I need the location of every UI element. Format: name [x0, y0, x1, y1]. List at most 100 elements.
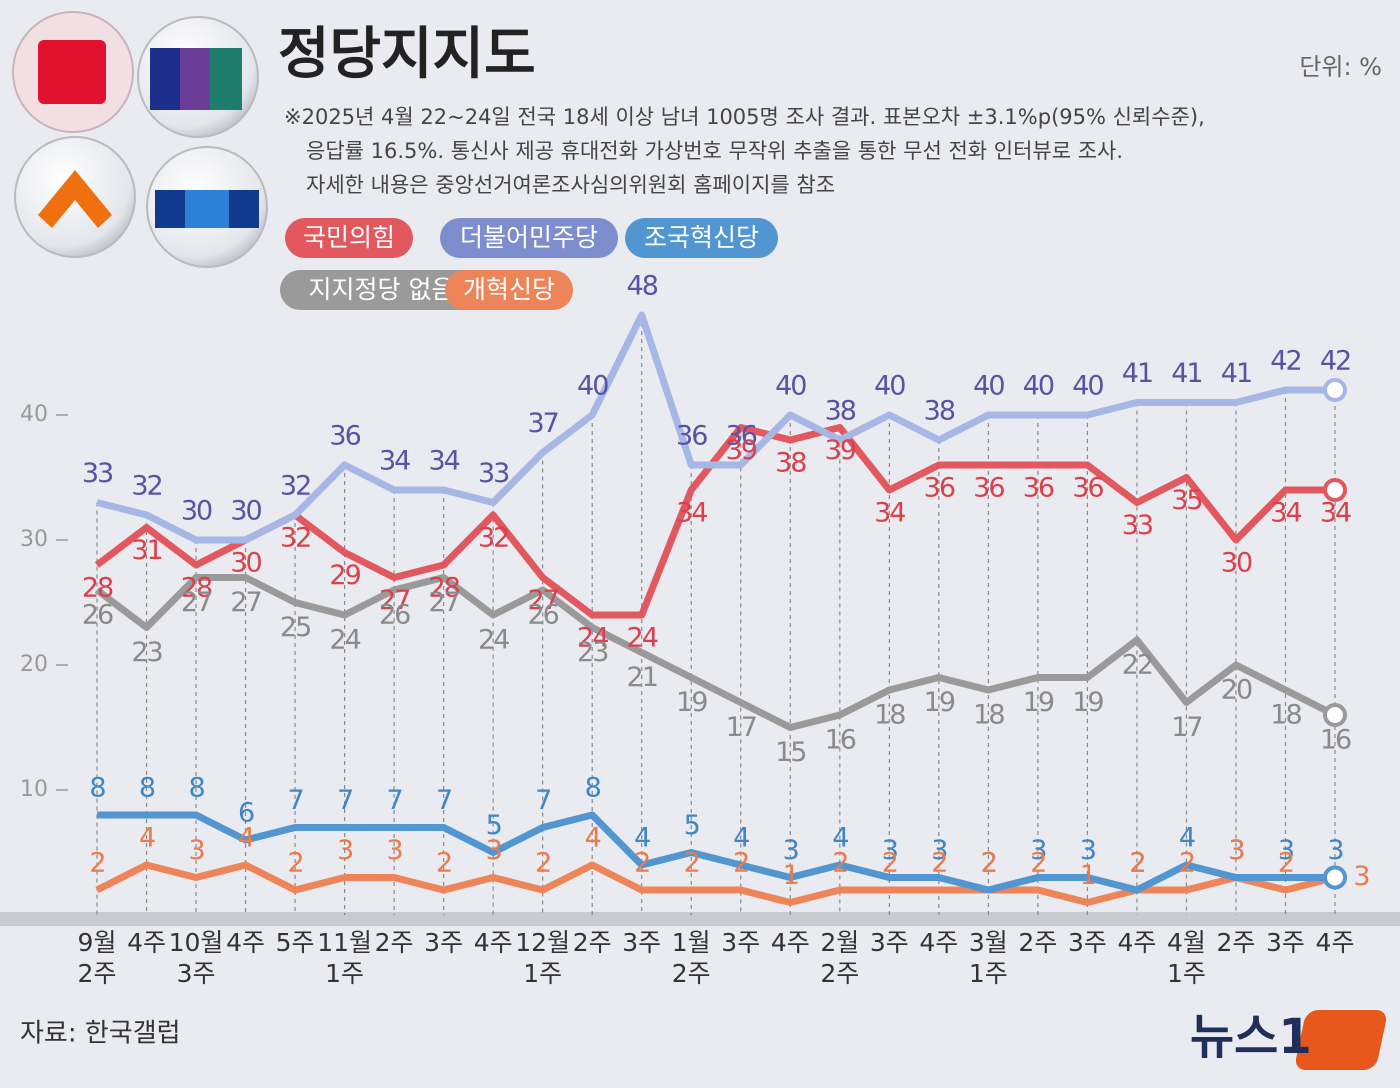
- x-tick-label: 11월: [317, 928, 372, 957]
- data-label: 3: [783, 835, 799, 866]
- data-label: 2: [1278, 848, 1293, 879]
- x-tick-label: 10월: [169, 928, 224, 957]
- data-label: 3: [1030, 835, 1046, 866]
- data-label: 31: [131, 535, 161, 566]
- data-label: 2: [89, 848, 104, 879]
- x-tick-label: 3주: [721, 928, 760, 957]
- legend-swatch: [625, 218, 778, 258]
- chart-title: 정당지지도: [278, 22, 536, 87]
- data-label: 27: [230, 587, 260, 618]
- end-marker: [1323, 378, 1347, 402]
- y-tick-label: 20: [20, 652, 48, 677]
- data-label: 34: [874, 498, 905, 529]
- note: ※2025년 4월 22~24일 전국 18세 이상 남녀 1005명 조사 결…: [284, 105, 1205, 129]
- x-tick-label: 4월: [1167, 928, 1206, 957]
- data-label: 30: [181, 496, 212, 527]
- data-label: 3: [337, 835, 353, 866]
- data-label: 40: [874, 371, 905, 402]
- data-label: 28: [181, 573, 212, 604]
- data-label: 2: [733, 848, 748, 879]
- legend-swatch: [445, 270, 573, 310]
- data-label: 17: [1171, 712, 1201, 743]
- data-label: 32: [280, 523, 310, 554]
- data-label: 2: [287, 848, 302, 879]
- data-label: 19: [676, 687, 707, 718]
- data-label: 24: [478, 625, 509, 656]
- baseline-band: [0, 912, 1400, 926]
- data-label: 37: [528, 408, 558, 439]
- x-tick-label: 4주: [919, 928, 958, 957]
- data-label: 4: [139, 823, 155, 854]
- data-label: 36: [726, 421, 757, 452]
- data-label: 36: [329, 421, 360, 452]
- x-tick-label: 4주: [226, 928, 265, 957]
- data-label: 2: [1129, 848, 1144, 879]
- data-label: 36: [676, 421, 707, 452]
- x-tick-label: 1주: [1167, 959, 1206, 988]
- data-label: 40: [1023, 371, 1054, 402]
- data-label: 40: [775, 371, 806, 402]
- data-label: 42: [1320, 346, 1350, 377]
- data-label: 36: [1072, 473, 1103, 504]
- x-tick-label: 3주: [177, 959, 216, 988]
- data-label: 23: [577, 637, 608, 668]
- data-label: 18: [874, 700, 905, 731]
- data-label: 40: [577, 371, 608, 402]
- data-label: 8: [89, 773, 105, 804]
- data-label: 4: [585, 823, 601, 854]
- data-label: 3: [931, 835, 947, 866]
- data-label: 2: [684, 848, 699, 879]
- end-marker: [1323, 703, 1347, 727]
- data-label: 5: [684, 810, 699, 841]
- data-label: 3: [486, 835, 502, 866]
- data-label: 2: [1129, 848, 1144, 879]
- x-tick-label: 1월: [672, 928, 711, 957]
- data-label: 41: [1171, 358, 1201, 389]
- x-tick-label: 2주: [1217, 928, 1256, 957]
- x-tick-label: 3주: [622, 928, 661, 957]
- data-label: 27: [428, 587, 458, 618]
- data-label: 19: [1072, 687, 1103, 718]
- legend-swatch: [285, 218, 413, 258]
- data-label: 7: [387, 785, 402, 816]
- end-marker: [1323, 865, 1347, 890]
- data-label: 38: [924, 396, 955, 427]
- series-line: [94, 424, 1335, 619]
- x-tick-label: 2월: [820, 928, 859, 957]
- y-tick-label: 10: [20, 777, 48, 802]
- logo-text: 뉴스1: [1190, 1009, 1312, 1065]
- data-label: 42: [1270, 346, 1300, 377]
- data-label: 23: [131, 637, 162, 668]
- data-label: 32: [131, 471, 161, 502]
- data-label: 4: [634, 823, 650, 854]
- data-label: 3: [882, 835, 898, 866]
- data-label: 18: [973, 700, 1004, 731]
- x-tick-label: 4주: [771, 928, 810, 957]
- x-tick-label: 5주: [276, 928, 315, 957]
- legend-label: 국민의힘: [303, 223, 395, 252]
- data-label: 36: [1023, 473, 1054, 504]
- data-label: 16: [1320, 725, 1351, 756]
- data-label: 19: [924, 687, 955, 718]
- data-label: 4: [1179, 823, 1195, 854]
- data-label: 20: [1221, 675, 1252, 706]
- unit-label: 단위: %: [1299, 53, 1382, 81]
- data-label: 15: [775, 737, 805, 768]
- x-tick-label: 2주: [1018, 928, 1057, 957]
- data-label: 38: [825, 396, 856, 427]
- data-label: 34: [1320, 498, 1351, 529]
- data-label: 33: [478, 458, 509, 489]
- series-line: [95, 861, 1336, 906]
- data-label: 2: [1030, 848, 1045, 879]
- data-label: 1: [783, 860, 798, 891]
- data-label: 7: [287, 785, 302, 816]
- data-label: 38: [775, 448, 806, 479]
- data-label: 48: [627, 271, 658, 302]
- data-label: 35: [1171, 485, 1201, 516]
- x-tick-label: 3주: [870, 928, 909, 957]
- data-label: 2: [1179, 848, 1194, 879]
- data-label: 30: [230, 548, 261, 579]
- data-label: 17: [726, 712, 756, 743]
- data-label: 21: [627, 662, 657, 693]
- data-label: 3: [1080, 835, 1096, 866]
